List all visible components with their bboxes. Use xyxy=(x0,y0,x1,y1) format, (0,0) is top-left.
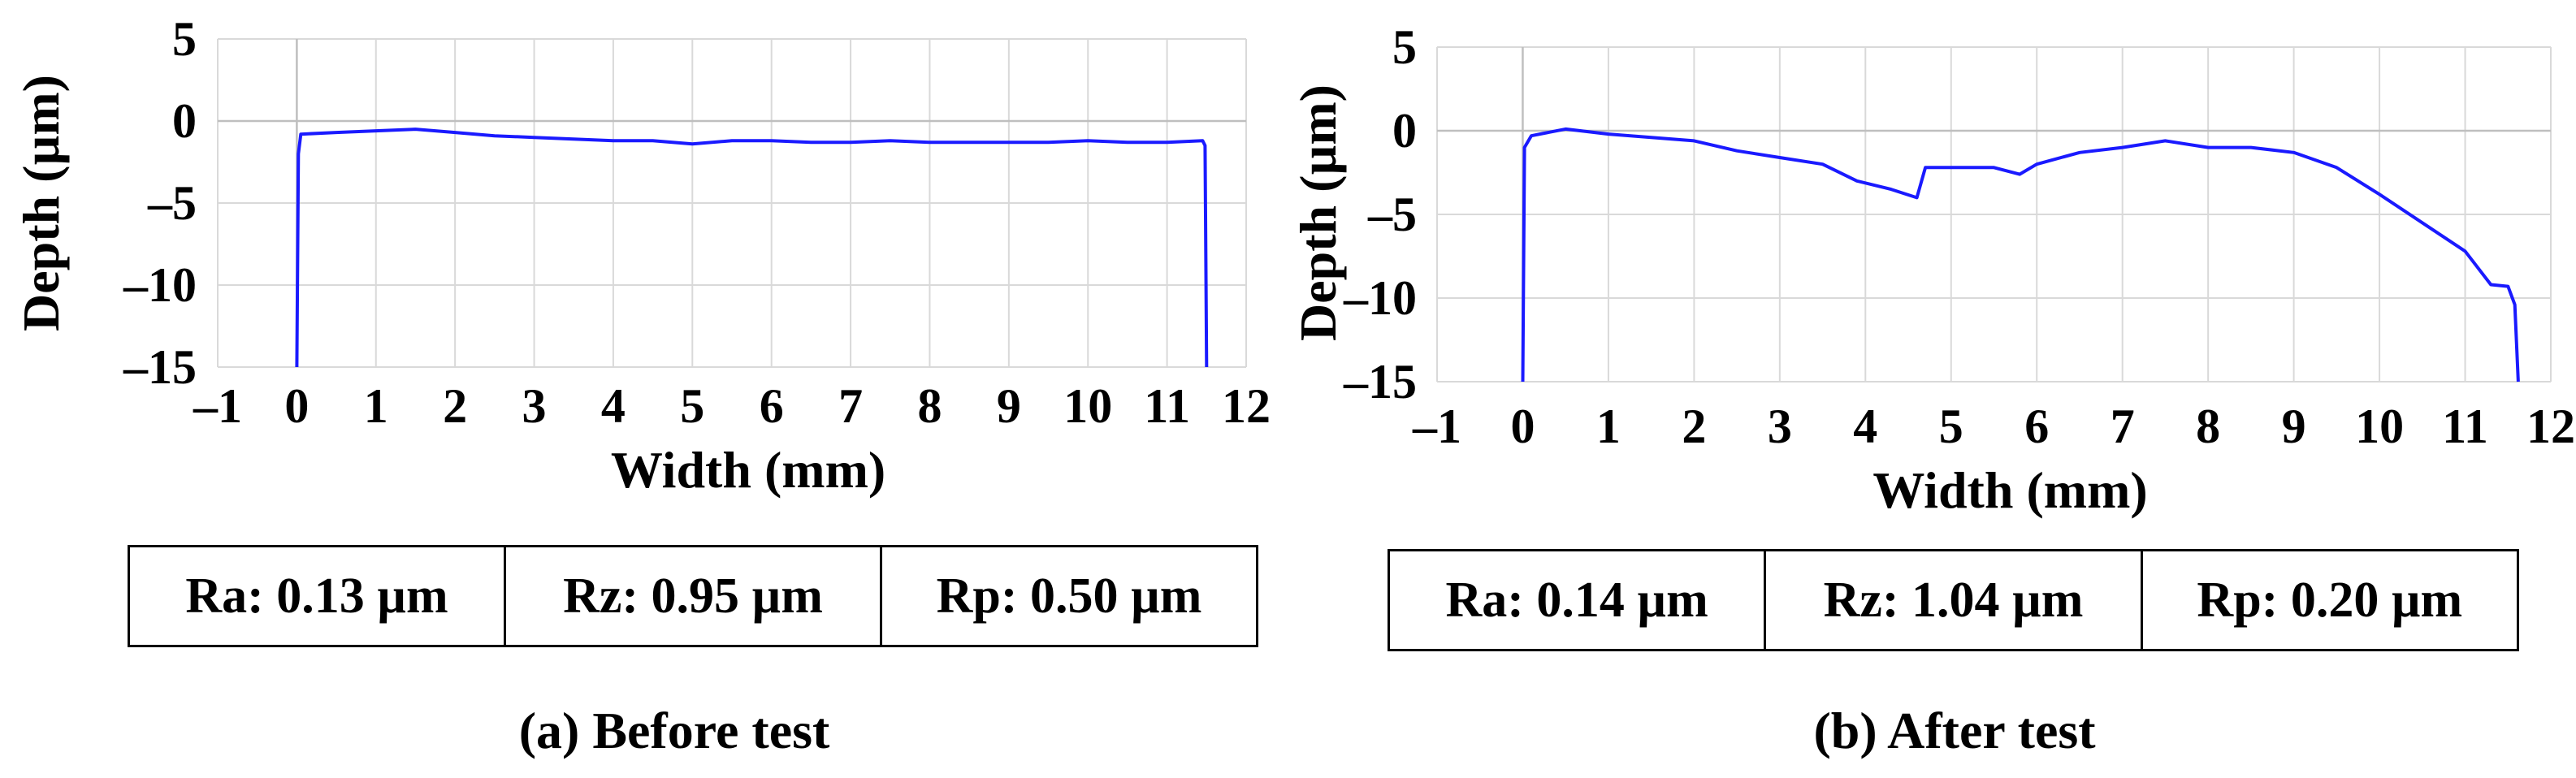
panel-caption: (a) Before test xyxy=(518,702,830,759)
x-tick-label: 9 xyxy=(997,379,1021,433)
panel-after-test: –1 0 1 2 3 4 5 6 7 8 9 10 11 12 5 0 –5 –10 –15 Width (mm) … xyxy=(1288,0,2576,778)
x-tick-label: –1 xyxy=(1412,400,1461,453)
roughness-ra: Ra: 0.13 µm xyxy=(130,547,506,645)
x-tick-label: 1 xyxy=(364,379,388,433)
x-tick-label: 11 xyxy=(2442,400,2488,453)
y-tick-label: –10 xyxy=(123,258,197,312)
x-axis-label: Width (mm) xyxy=(611,441,885,499)
x-axis-label: Width (mm) xyxy=(1872,461,2147,519)
x-tick-label: 3 xyxy=(1768,400,1792,453)
roughness-rp: Rp: 0.50 µm xyxy=(936,568,1202,624)
y-tick-label: –5 xyxy=(147,176,197,230)
x-tick-label: 4 xyxy=(601,379,626,433)
roughness-table: Ra: 0.14 µm Rz: 1.04 µm Rp: 0.20 µm xyxy=(1388,549,2519,651)
x-tick-label: 12 xyxy=(1222,379,1271,433)
panel-before-test: –1 0 1 2 3 4 5 6 7 8 9 10 11 12 5 0 –5 –10 –15 Width (mm) … xyxy=(12,12,1271,759)
y-tick-label: –15 xyxy=(1343,355,1417,408)
x-tick-label: 11 xyxy=(1144,379,1190,433)
x-tick-label: 8 xyxy=(2196,400,2220,453)
x-tick-label: 8 xyxy=(917,379,942,433)
x-tick-label: 10 xyxy=(2355,400,2404,453)
y-axis-label: Depth (µm) xyxy=(12,75,70,331)
x-tick-label: 12 xyxy=(2526,400,2575,453)
y-tick-label: 0 xyxy=(172,94,197,148)
panel-caption: (b) After test xyxy=(1813,702,2096,759)
x-tick-label: 5 xyxy=(680,379,704,433)
y-tick-label: 0 xyxy=(1392,104,1417,158)
y-tick-label: –10 xyxy=(1343,271,1417,325)
x-tick-label: 1 xyxy=(1596,400,1621,453)
y-axis-label: Depth (µm) xyxy=(1289,84,1347,341)
x-tick-label: –1 xyxy=(193,379,242,433)
x-tick-label: 2 xyxy=(443,379,467,433)
y-tick-label: 5 xyxy=(1392,20,1417,74)
x-tick-label: 4 xyxy=(1853,400,1877,453)
x-tick-label: 6 xyxy=(760,379,784,433)
series-line xyxy=(295,128,1209,368)
x-tick-label: 5 xyxy=(1939,400,1963,453)
x-tick-label: 6 xyxy=(2024,400,2049,453)
x-tick-label: 9 xyxy=(2282,400,2306,453)
roughness-rz: Rz: 0.95 µm xyxy=(506,547,882,645)
y-tick-label: –5 xyxy=(1367,188,1417,241)
x-tick-label: 3 xyxy=(522,379,547,433)
roughness-ra: Ra: 0.14 µm xyxy=(1390,551,1767,649)
roughness-rp: Rp: 0.20 µm xyxy=(2197,572,2463,628)
x-tick-label: 2 xyxy=(1682,400,1706,453)
roughness-rz: Rz: 1.04 µm xyxy=(1766,551,2143,649)
x-tick-label: 0 xyxy=(284,379,309,433)
x-tick-label: 7 xyxy=(838,379,863,433)
y-tick-label: –15 xyxy=(123,340,197,394)
roughness-table: Ra: 0.13 µm Rz: 0.95 µm Rp: 0.50 µm xyxy=(128,545,1258,647)
y-tick-label: 5 xyxy=(172,12,197,66)
series-line xyxy=(1521,127,2520,383)
x-tick-label: 10 xyxy=(1063,379,1112,433)
x-tick-label: 7 xyxy=(2111,400,2135,453)
x-tick-label: 0 xyxy=(1510,400,1535,453)
